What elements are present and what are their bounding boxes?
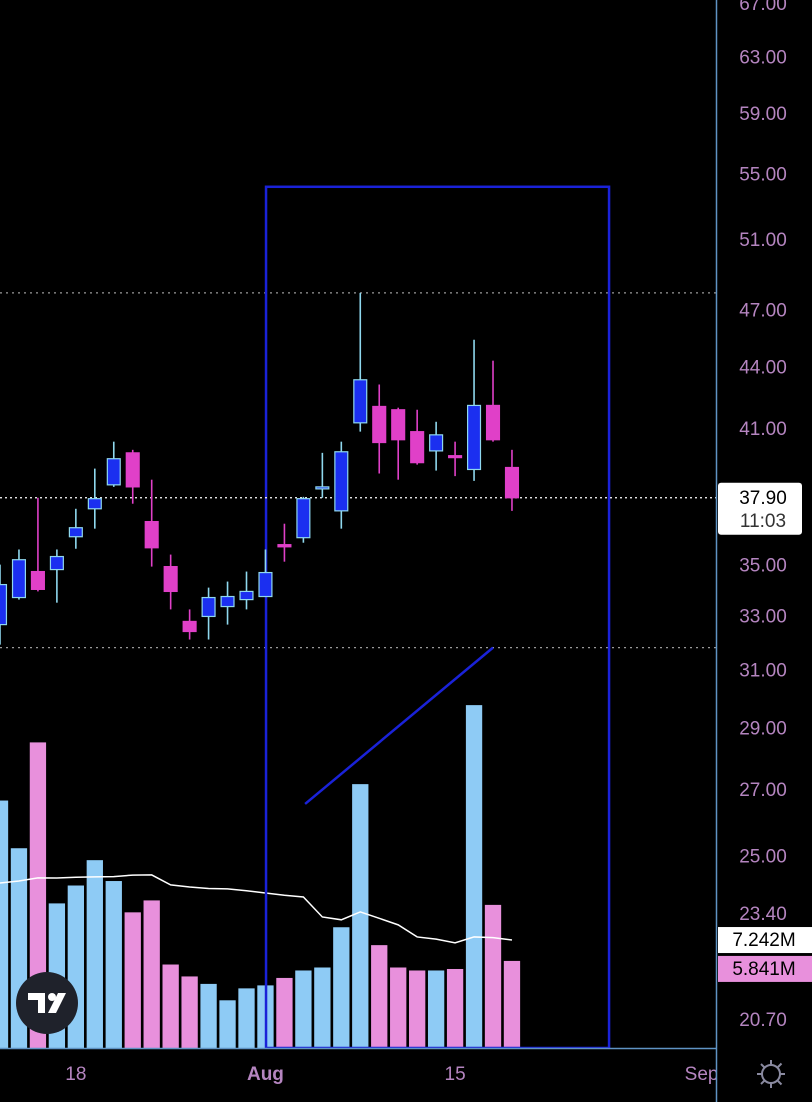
y-tick-label: 63.00 — [739, 47, 787, 68]
volume-bar — [465, 705, 483, 1048]
y-tick-label: 29.00 — [739, 718, 787, 739]
candle-body — [0, 583, 8, 626]
trend-line — [304, 646, 494, 805]
volume-bar — [352, 784, 369, 1048]
candle-body — [334, 451, 349, 512]
volume-bar — [0, 800, 9, 1048]
y-tick-label: 27.00 — [739, 780, 787, 801]
x-axis: 18 Aug 15 Sep — [65, 1064, 718, 1085]
volume-ma-line — [0, 874, 513, 944]
candle-body — [144, 520, 159, 549]
volume-bar — [105, 881, 122, 1048]
y-tick-label: 33.00 — [739, 607, 787, 628]
volume-bar — [200, 983, 217, 1048]
x-tick-label: 15 — [445, 1064, 466, 1085]
x-tick-label: Sep — [685, 1064, 719, 1085]
candle-body — [466, 404, 482, 471]
candle-body — [125, 452, 140, 488]
volume-bar — [124, 912, 141, 1048]
volume-label-box — [718, 955, 812, 982]
volume-bar — [219, 1000, 236, 1048]
volume-bar — [162, 964, 179, 1048]
y-tick-label: 67.00 — [739, 0, 787, 15]
bar-countdown: 11:03 — [740, 511, 786, 532]
x-tick-label: 18 — [65, 1064, 86, 1085]
candle-body — [68, 527, 83, 538]
candle-body — [163, 566, 178, 593]
x-tick-label: Aug — [247, 1064, 284, 1085]
volume-bar — [238, 988, 255, 1048]
volume-bar — [86, 860, 103, 1048]
candle-body — [11, 559, 27, 599]
volume-bar — [390, 967, 407, 1048]
y-tick-label: 55.00 — [739, 165, 787, 186]
candle-body — [448, 455, 463, 459]
volume-bar — [446, 968, 464, 1048]
price-label: 37.90 — [739, 488, 787, 509]
volume-bar — [503, 960, 521, 1048]
candle-body — [182, 620, 197, 633]
y-tick-label: 35.00 — [739, 556, 787, 577]
volume-bar — [143, 900, 160, 1048]
candle-body — [87, 498, 102, 510]
logo-dot — [48, 993, 56, 1001]
volume-bar — [371, 945, 388, 1048]
candle-body — [315, 486, 330, 490]
volume-bar — [333, 927, 350, 1048]
candle-body — [258, 571, 273, 598]
price-axis-panel — [717, 0, 812, 1102]
y-tick-label: 47.00 — [739, 301, 787, 322]
tradingview-logo[interactable] — [16, 972, 78, 1034]
candle-body — [429, 434, 444, 452]
candle-body — [106, 458, 121, 486]
volume-label: 5.841M — [732, 959, 795, 980]
candle-body — [277, 544, 292, 548]
volume-bar — [409, 970, 426, 1048]
candle-body — [296, 498, 311, 539]
price-label-box — [718, 482, 802, 535]
candle-body — [410, 431, 425, 464]
candle-body — [30, 570, 45, 590]
y-tick-label: 31.00 — [739, 661, 787, 682]
candle-body — [201, 596, 216, 618]
y-tick-label: 59.00 — [739, 104, 787, 125]
y-tick-label: 51.00 — [739, 230, 787, 251]
candle-body — [485, 404, 501, 441]
volume-ma-label-box — [718, 927, 812, 954]
volume-bar — [29, 742, 47, 1048]
y-tick-label: 41.00 — [739, 419, 787, 440]
volume-bar — [295, 970, 312, 1048]
candle-body — [353, 379, 368, 424]
y-tick-label: 25.00 — [739, 847, 787, 868]
gear-teeth — [757, 1060, 785, 1088]
volume-bar — [276, 977, 293, 1048]
volume-bar — [484, 904, 502, 1048]
logo-t — [28, 993, 45, 1013]
volume-bar — [181, 976, 198, 1048]
y-axis: 67.00 63.00 59.00 55.00 51.00 47.00 44.00 41.00… — [718, 0, 812, 1031]
candle-body — [504, 466, 520, 499]
candle-body — [49, 555, 64, 571]
y-tick-label: 44.00 — [739, 358, 787, 379]
candle-body — [372, 405, 387, 444]
candle-body — [239, 590, 254, 601]
y-tick-label: 20.70 — [739, 1010, 787, 1031]
candle-body — [220, 595, 235, 608]
volume-ma-label: 7.242M — [732, 930, 795, 951]
logo-circle — [16, 972, 78, 1034]
candle-body — [391, 409, 406, 441]
logo-v — [48, 993, 66, 1013]
volume-bar — [427, 970, 445, 1048]
y-tick-label: 23.40 — [739, 904, 787, 925]
settings-gear[interactable] — [757, 1060, 785, 1088]
volume-bar — [314, 967, 331, 1048]
